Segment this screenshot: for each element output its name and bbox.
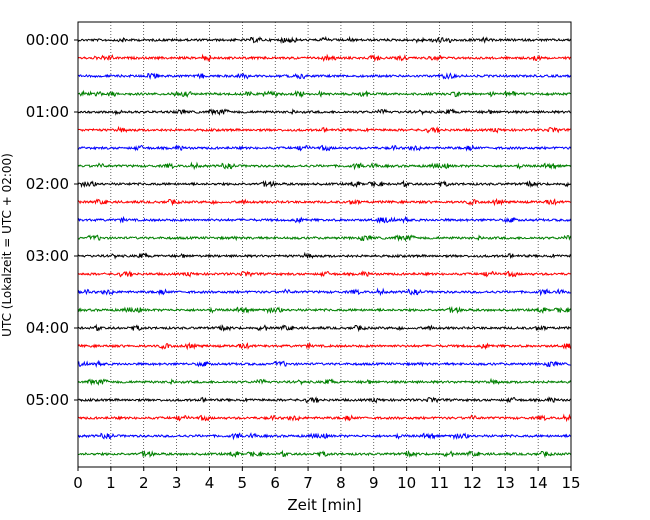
trace-0200 — [77, 179, 572, 189]
x-tick-label-12: 12 — [463, 474, 482, 492]
trace-0415 — [77, 341, 572, 351]
x-tick-label-13: 13 — [496, 474, 515, 492]
trace-0045 — [77, 89, 572, 99]
trace-0300 — [77, 251, 572, 260]
x-axis-label: Zeit [min] — [287, 496, 361, 514]
y-axis-label: UTC (Lokalzeit = UTC + 02:00) — [0, 153, 14, 337]
trace-0545 — [77, 449, 572, 459]
trace-0400 — [77, 323, 572, 333]
x-tick-label-10: 10 — [397, 474, 416, 492]
trace-0130 — [78, 144, 572, 152]
x-tick-label-7: 7 — [303, 474, 313, 492]
x-tick-label-1: 1 — [106, 474, 116, 492]
trace-0230 — [77, 215, 572, 225]
x-tick-label-2: 2 — [139, 474, 149, 492]
trace-0100 — [77, 108, 571, 116]
x-tick-label-0: 0 — [73, 474, 83, 492]
trace-0530 — [77, 432, 572, 441]
x-tick-label-4: 4 — [205, 474, 215, 492]
x-tick-label-9: 9 — [369, 474, 379, 492]
x-tick-label-14: 14 — [529, 474, 548, 492]
seismic-traces — [77, 35, 572, 459]
trace-0115 — [77, 125, 571, 134]
x-tick-label-3: 3 — [172, 474, 182, 492]
x-tick-label-11: 11 — [430, 474, 449, 492]
trace-0315 — [77, 270, 571, 278]
y-tick-label-1: 01:00 — [26, 103, 69, 121]
x-tick-label-6: 6 — [270, 474, 280, 492]
x-axis: 0 1 2 3 4 5 6 7 8 9 10 11 12 13 14 15 — [73, 467, 581, 492]
y-tick-label-2: 02:00 — [26, 175, 69, 193]
y-tick-label-4: 04:00 — [26, 319, 69, 337]
trace-0145 — [77, 161, 572, 171]
x-tick-label-15: 15 — [561, 474, 580, 492]
trace-0500 — [77, 396, 571, 404]
x-tick-label-5: 5 — [238, 474, 248, 492]
trace-0215 — [77, 197, 572, 207]
trace-0515 — [77, 413, 572, 423]
grid-lines — [110, 22, 539, 467]
x-tick-label-8: 8 — [336, 474, 346, 492]
y-axis: 00:00 01:00 02:00 03:00 04:00 05:00 — [26, 31, 78, 409]
y-tick-label-3: 03:00 — [26, 247, 69, 265]
trace-0245 — [77, 234, 572, 242]
trace-0000 — [77, 35, 572, 45]
trace-0015 — [77, 53, 572, 63]
plot-frame — [77, 21, 572, 468]
trace-0445 — [77, 377, 572, 386]
y-tick-label-0: 00:00 — [26, 31, 69, 49]
y-tick-label-5: 05:00 — [26, 391, 69, 409]
trace-0345 — [77, 305, 572, 315]
trace-0330 — [77, 287, 572, 297]
trace-0030 — [77, 72, 572, 80]
trace-0430 — [77, 359, 571, 369]
